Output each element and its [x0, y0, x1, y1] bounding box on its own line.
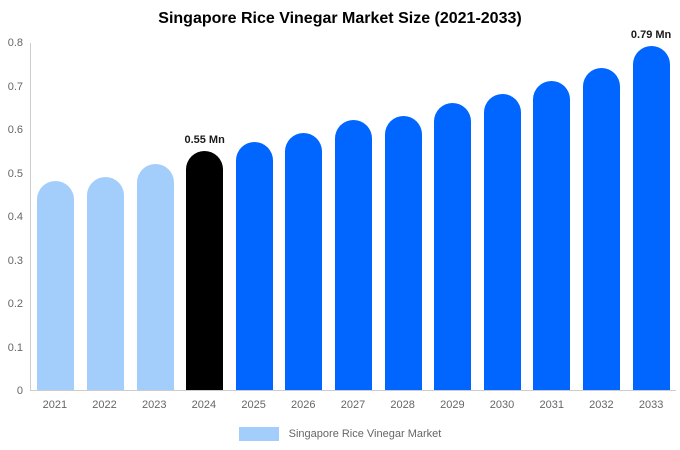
- y-tick-label: 0.1: [7, 341, 23, 354]
- bar-cell: [527, 43, 577, 390]
- bar-2025[interactable]: [235, 142, 273, 390]
- y-tick-label: 0.6: [7, 124, 23, 136]
- bar-2024[interactable]: [186, 150, 224, 390]
- x-tick-label-2024: 2024: [191, 399, 217, 411]
- legend-label: Singapore Rice Vinegar Market: [288, 428, 442, 440]
- bar-cell: [577, 43, 627, 390]
- bar-2022[interactable]: [86, 176, 124, 390]
- bar-2028[interactable]: [384, 115, 422, 390]
- x-tick-label-2022: 2022: [92, 399, 117, 411]
- y-tick-label: 0.3: [7, 254, 23, 267]
- x-tick-label-2029: 2029: [440, 399, 465, 411]
- bar-2023[interactable]: [136, 163, 174, 390]
- legend[interactable]: Singapore Rice Vinegar Market: [0, 427, 680, 441]
- bar-2032[interactable]: [583, 68, 620, 390]
- bar-cell: 0.55 Mn: [180, 43, 230, 390]
- bar-cell: [279, 43, 329, 390]
- x-tick-label-2031: 2031: [539, 399, 564, 411]
- bar-2027[interactable]: [334, 120, 372, 390]
- bar-2031[interactable]: [533, 81, 571, 390]
- x-axis: 2021 2022 2023 2024 2025 2026 2027 2028 2029 2030…: [30, 399, 676, 411]
- bar-cell: [329, 43, 379, 390]
- y-tick-label: 0: [16, 385, 23, 397]
- x-tick-label-2032: 2032: [589, 399, 614, 411]
- bar-2030[interactable]: [483, 94, 521, 390]
- x-tick-label-2023: 2023: [141, 399, 167, 411]
- bar-2021[interactable]: [37, 181, 75, 390]
- bar-cell: [378, 43, 428, 390]
- bar-value-label-2033: 0.79 Mn: [630, 29, 672, 42]
- x-tick-label-2021: 2021: [42, 399, 68, 411]
- y-tick-label: 0.4: [7, 211, 23, 223]
- bar-cell: [428, 43, 478, 390]
- plot-area: 0.55 Mn 0.79 Mn: [30, 29, 676, 391]
- bar-series: 0.55 Mn 0.79 Mn: [31, 29, 676, 390]
- chart-title: Singapore Rice Vinegar Market Size (2021…: [158, 10, 522, 27]
- bar-value-label-2024: 0.55 Mn: [184, 133, 225, 146]
- legend-swatch-icon: [238, 427, 279, 441]
- bar-cell: [130, 43, 180, 390]
- bar-cell: 0.79 Mn: [626, 29, 676, 390]
- bar-cell: [229, 43, 279, 390]
- x-tick-label-2030: 2030: [489, 399, 515, 411]
- y-tick-label: 0.2: [7, 298, 23, 310]
- bar-cell: [31, 43, 81, 390]
- x-tick-label-2033: 2033: [638, 399, 664, 411]
- y-tick-label: 0.7: [7, 80, 23, 93]
- x-tick-label-2027: 2027: [340, 399, 366, 411]
- x-tick-label-2028: 2028: [390, 399, 415, 411]
- bar-2029[interactable]: [434, 102, 472, 390]
- y-tick-label: 0.8: [7, 37, 23, 49]
- x-tick-label-2026: 2026: [291, 399, 316, 411]
- bar-2033[interactable]: [632, 46, 670, 390]
- bar-cell: [81, 43, 131, 390]
- bar-cell: [477, 43, 527, 390]
- bar-2026[interactable]: [285, 133, 323, 390]
- y-axis: 0 0.1 0.2 0.3 0.4 0.5 0.6 0.7 0.8: [0, 37, 27, 397]
- y-tick-label: 0.5: [7, 167, 23, 180]
- x-tick-label-2025: 2025: [241, 399, 266, 411]
